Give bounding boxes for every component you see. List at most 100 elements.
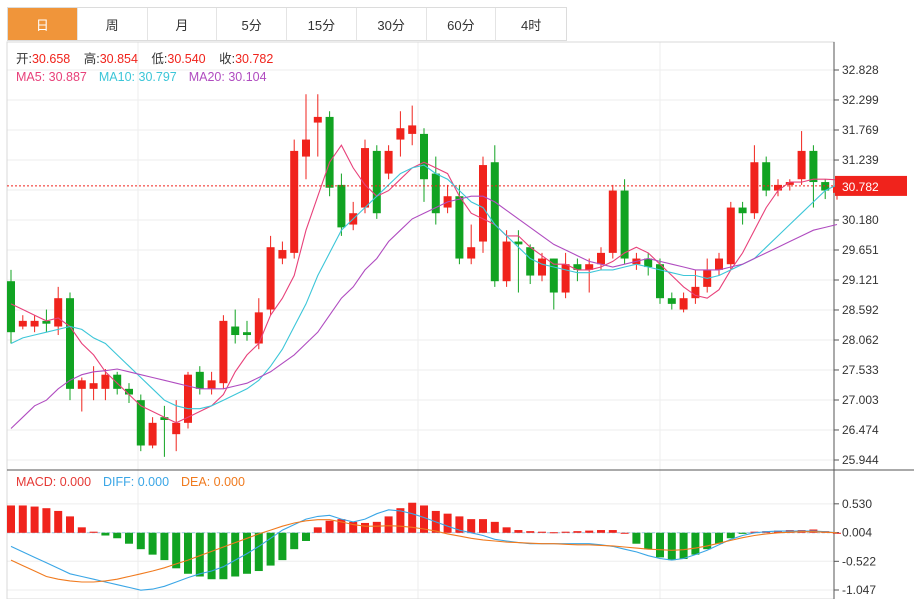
macd-bar <box>136 532 145 550</box>
ma20-line <box>10 195 838 429</box>
candle <box>325 111 334 197</box>
candle <box>597 247 605 270</box>
candlestick-series <box>7 94 841 457</box>
chart-grid <box>7 42 834 599</box>
macd-bar <box>561 531 570 533</box>
tab-0[interactable]: 日 <box>8 8 78 40</box>
macd-bar <box>125 532 133 544</box>
candle <box>148 417 157 449</box>
macd-bar <box>490 521 499 533</box>
last-price-marker: 30.782 <box>7 175 907 196</box>
price-tick-label: 28.062 <box>842 333 879 347</box>
macd-bar <box>372 521 381 533</box>
low-value: 30.540 <box>167 52 205 66</box>
candle <box>372 145 381 219</box>
candle <box>184 371 192 429</box>
tab-7[interactable]: 4时 <box>521 17 542 33</box>
macd-bar <box>54 510 63 533</box>
macd-bar <box>750 531 759 533</box>
candle <box>54 286 63 336</box>
macd-bar <box>384 516 393 533</box>
macd-bar <box>207 532 216 580</box>
price-tick-label: 31.239 <box>842 153 879 167</box>
candle <box>66 292 74 401</box>
macd-bar <box>66 516 74 533</box>
candle <box>455 184 464 265</box>
candle <box>502 230 511 287</box>
macd-bar <box>219 532 228 580</box>
macd-bar <box>644 532 653 550</box>
candle <box>620 179 629 265</box>
price-tick-label: 29.121 <box>842 273 879 287</box>
tab-4[interactable]: 15分 <box>287 8 357 40</box>
tab-3[interactable]: 5分 <box>217 8 287 40</box>
macd-bar <box>101 532 110 536</box>
macd-bar <box>656 532 664 558</box>
macd-bar <box>833 532 841 534</box>
macd-bar <box>479 519 487 533</box>
last-price-tag <box>835 175 907 196</box>
macd-bar <box>42 508 51 533</box>
candle <box>667 292 676 310</box>
tab-5[interactable]: 30分 <box>357 8 427 40</box>
candle <box>408 105 417 146</box>
macd-bar <box>113 532 122 539</box>
candle <box>207 371 216 395</box>
ma-legend-item-2: MA20: 30.104 <box>189 70 267 84</box>
tab-1[interactable]: 周 <box>78 8 148 40</box>
macd-bar <box>302 532 310 541</box>
candle <box>396 111 405 157</box>
ohlc-legend: 开:30.658 高:30.854 低:30.540 收:30.782 <box>16 51 273 66</box>
macd-bar <box>77 527 86 533</box>
macd-bar <box>738 532 747 534</box>
macd-legend-item-0: MACD: 0.000 <box>16 475 91 489</box>
candle <box>750 145 759 219</box>
macd-bar <box>290 532 299 550</box>
macd-bar <box>467 519 476 533</box>
macd-bar <box>597 530 605 533</box>
open-value: 30.658 <box>32 52 70 66</box>
macd-legend-item-1: DIFF: 0.000 <box>103 475 169 489</box>
tab-2[interactable]: 月 <box>148 8 218 40</box>
candle <box>231 309 240 344</box>
price-tick-label: 28.592 <box>842 303 879 317</box>
ma-legend-item-0: MA5: 30.887 <box>16 70 87 84</box>
macd-bar <box>502 527 511 533</box>
candle <box>361 139 369 214</box>
macd-bar <box>160 532 169 561</box>
tab-6[interactable]: 60分 <box>427 8 497 40</box>
macd-bar <box>7 505 15 533</box>
macd-axis-ticks: 0.530 0.004 -0.522 -1.047 <box>834 497 876 597</box>
macd-bar <box>325 520 334 533</box>
price-tick-label: 31.769 <box>842 123 879 137</box>
candle <box>526 244 535 285</box>
candle <box>821 179 830 200</box>
candle <box>585 258 594 293</box>
macd-bar <box>538 531 546 533</box>
macd-bar <box>774 530 782 533</box>
macd-legend-item-2: DEA: 0.000 <box>181 475 245 489</box>
ma-legend-item-1: MA10: 30.797 <box>99 70 177 84</box>
candle <box>738 201 747 225</box>
ma-legend: MA5: 30.887 MA10: 30.797 MA20: 30.104 <box>16 70 267 84</box>
moving-average-lines <box>10 144 838 429</box>
low-label: 低: <box>151 52 167 66</box>
price-tick-label: 27.003 <box>842 393 879 407</box>
ma10-line <box>10 164 838 410</box>
candle <box>726 201 735 270</box>
diff-line <box>10 509 838 591</box>
candle <box>18 315 27 330</box>
candle <box>101 369 110 401</box>
candle <box>313 94 322 157</box>
macd-tick-label: 0.530 <box>842 497 872 511</box>
candle <box>443 184 452 214</box>
close-label: 收: <box>219 52 235 66</box>
macd-bar <box>514 530 523 533</box>
candle <box>809 145 818 208</box>
candle <box>797 131 806 185</box>
macd-tick-label: -0.522 <box>842 554 876 568</box>
candle <box>136 394 145 452</box>
candle <box>290 139 299 259</box>
